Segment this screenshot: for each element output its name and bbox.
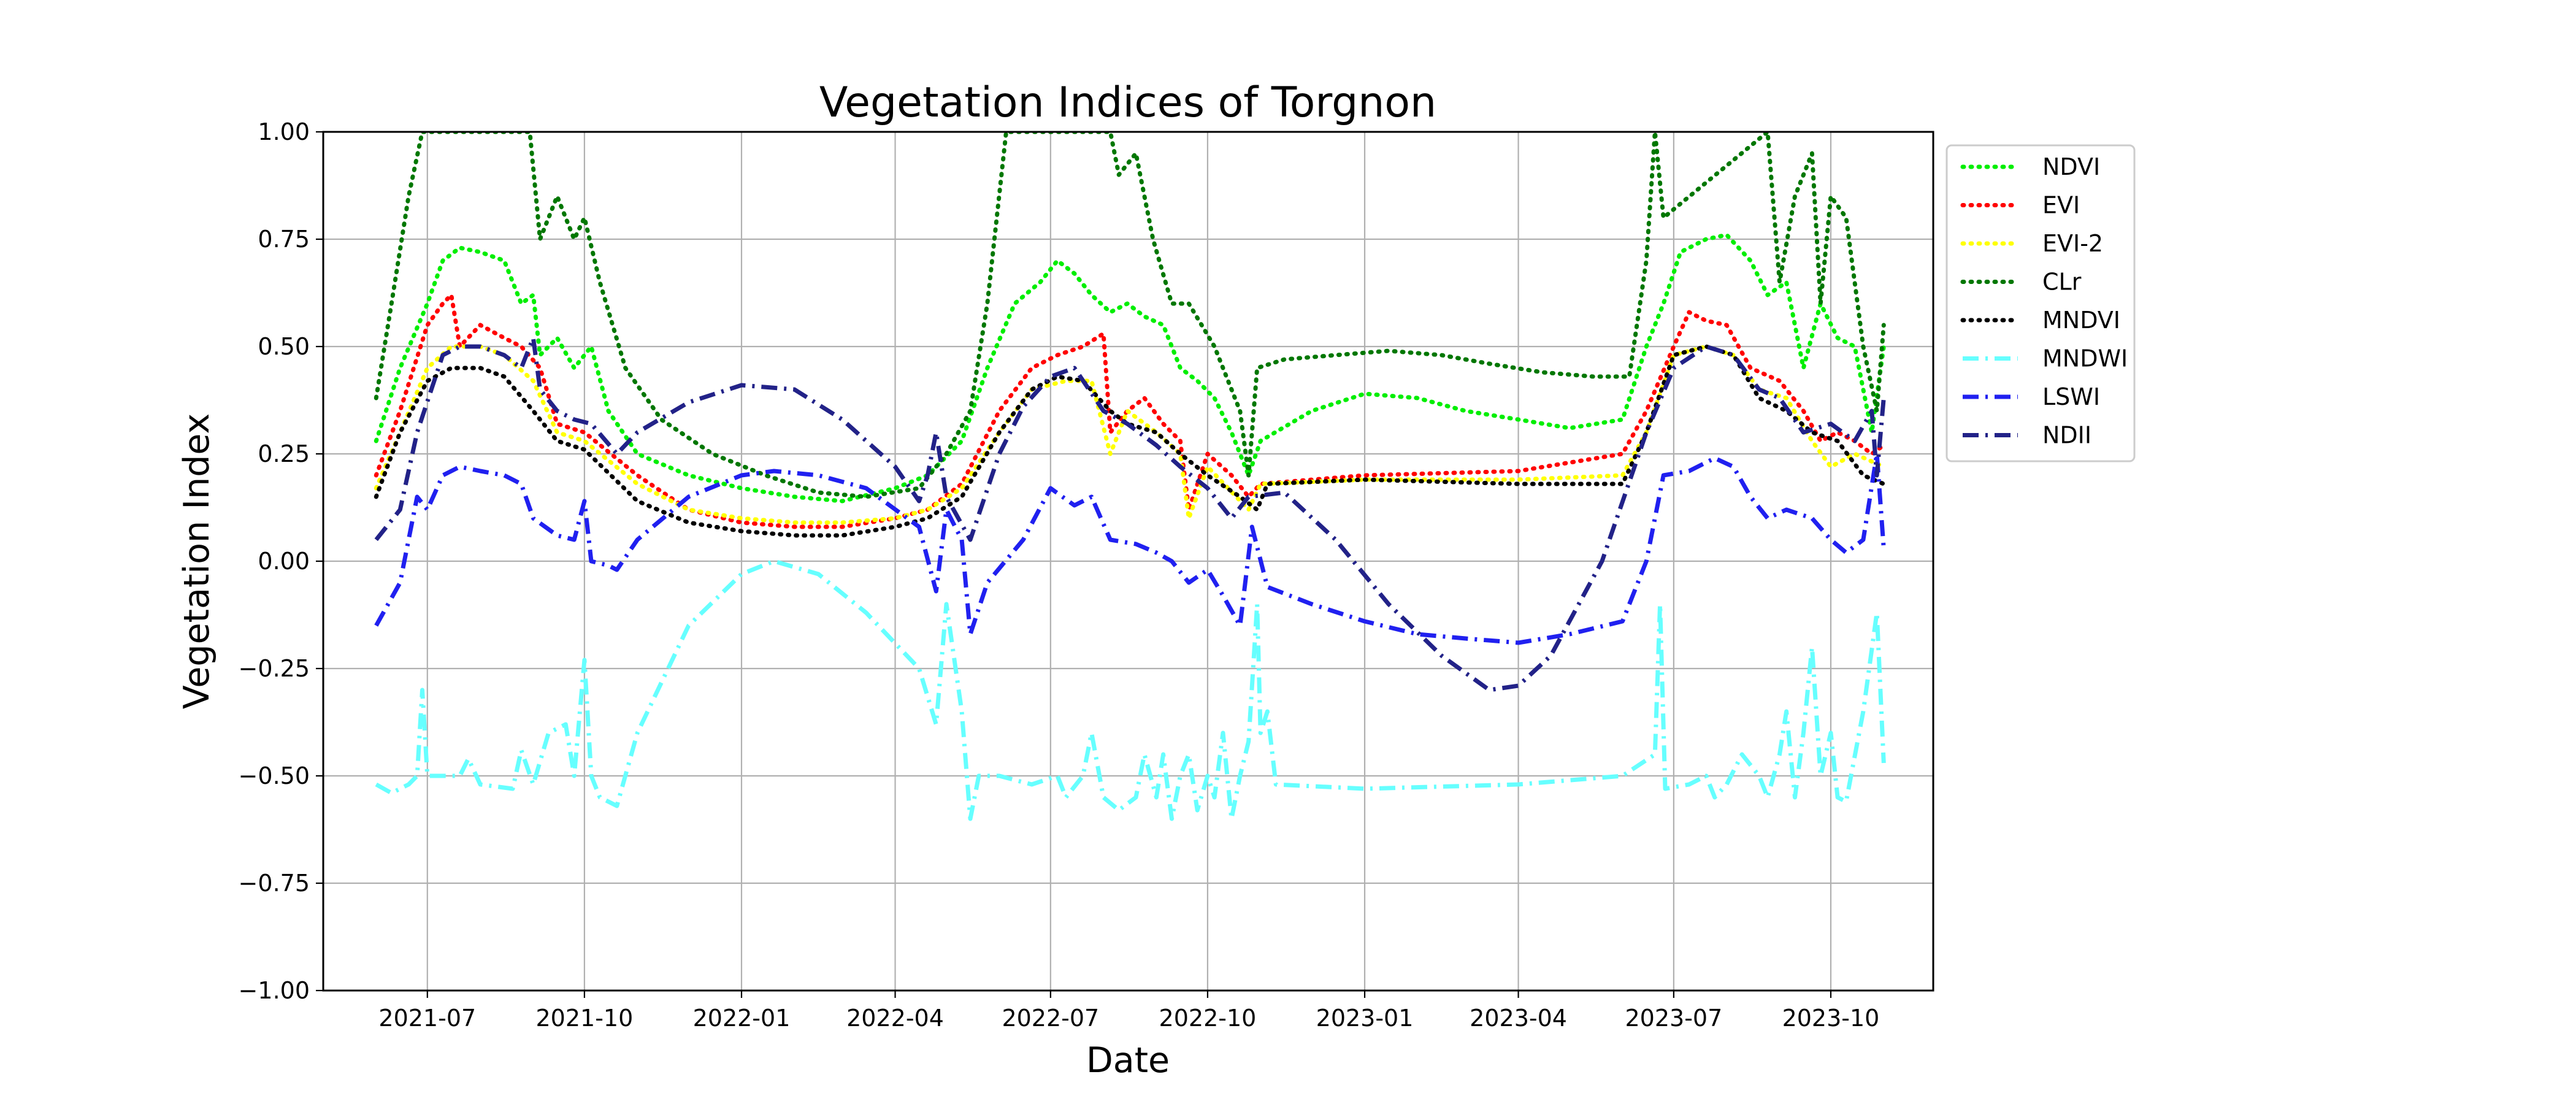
legend-label-evi-2: EVI-2 xyxy=(2042,230,2103,257)
legend-label-mndvi: MNDVI xyxy=(2042,307,2120,334)
axis-ticks: 2021-07 2021-10 2022-01 2022-04 2022-07 2022-… xyxy=(239,118,1880,1032)
x-tick-label: 2022-01 xyxy=(693,1005,791,1032)
y-tick-label: −0.50 xyxy=(239,762,310,789)
x-tick-label: 2023-01 xyxy=(1316,1005,1414,1032)
legend-label-ndvi: NDVI xyxy=(2042,153,2100,180)
y-tick-label: 1.00 xyxy=(258,118,310,145)
x-tick-label: 2023-07 xyxy=(1625,1005,1722,1032)
legend-label-evi: EVI xyxy=(2042,192,2080,219)
x-tick-label: 2021-10 xyxy=(536,1005,634,1032)
x-tick-label: 2022-10 xyxy=(1159,1005,1257,1032)
legend-label-lswi: LSWI xyxy=(2042,383,2100,410)
series-line-ndvi xyxy=(374,232,1886,504)
y-tick-label: −0.25 xyxy=(239,655,310,682)
legend-label-ndii: NDII xyxy=(2042,422,2091,449)
series-line-lswi xyxy=(374,451,1886,645)
legend-box xyxy=(1945,144,2136,462)
y-axis-title: Vegetation Index xyxy=(177,413,217,709)
x-tick-label: 2023-10 xyxy=(1782,1005,1880,1032)
legend-label-clr: CLr xyxy=(2042,269,2082,296)
series-lines xyxy=(374,132,1886,821)
chart-title: Vegetation Indices of Torgnon xyxy=(819,79,1436,127)
series-line-mndwi xyxy=(375,559,1886,821)
y-tick-label: −0.75 xyxy=(239,870,310,897)
x-axis-title: Date xyxy=(1086,1040,1170,1081)
legend: NDVI EVI EVI-2 CLr MNDVI MNDWI LSWI NDII xyxy=(1945,144,2136,462)
y-tick-label: 0.00 xyxy=(258,548,310,575)
x-tick-label: 2022-04 xyxy=(846,1005,944,1032)
x-tick-label: 2023-04 xyxy=(1470,1005,1567,1032)
y-tick-label: 0.50 xyxy=(258,333,310,360)
legend-label-mndwi: MNDWI xyxy=(2042,345,2128,372)
x-tick-label: 2022-07 xyxy=(1002,1005,1099,1032)
y-tick-label: 0.75 xyxy=(258,226,310,253)
y-tick-label: −1.00 xyxy=(239,977,310,1004)
series-line-mndvi xyxy=(374,344,1886,538)
x-tick-label: 2021-07 xyxy=(378,1005,476,1032)
y-tick-label: 0.25 xyxy=(258,440,310,467)
series-line-ndii xyxy=(374,335,1886,692)
series-line-clr xyxy=(374,132,1886,499)
